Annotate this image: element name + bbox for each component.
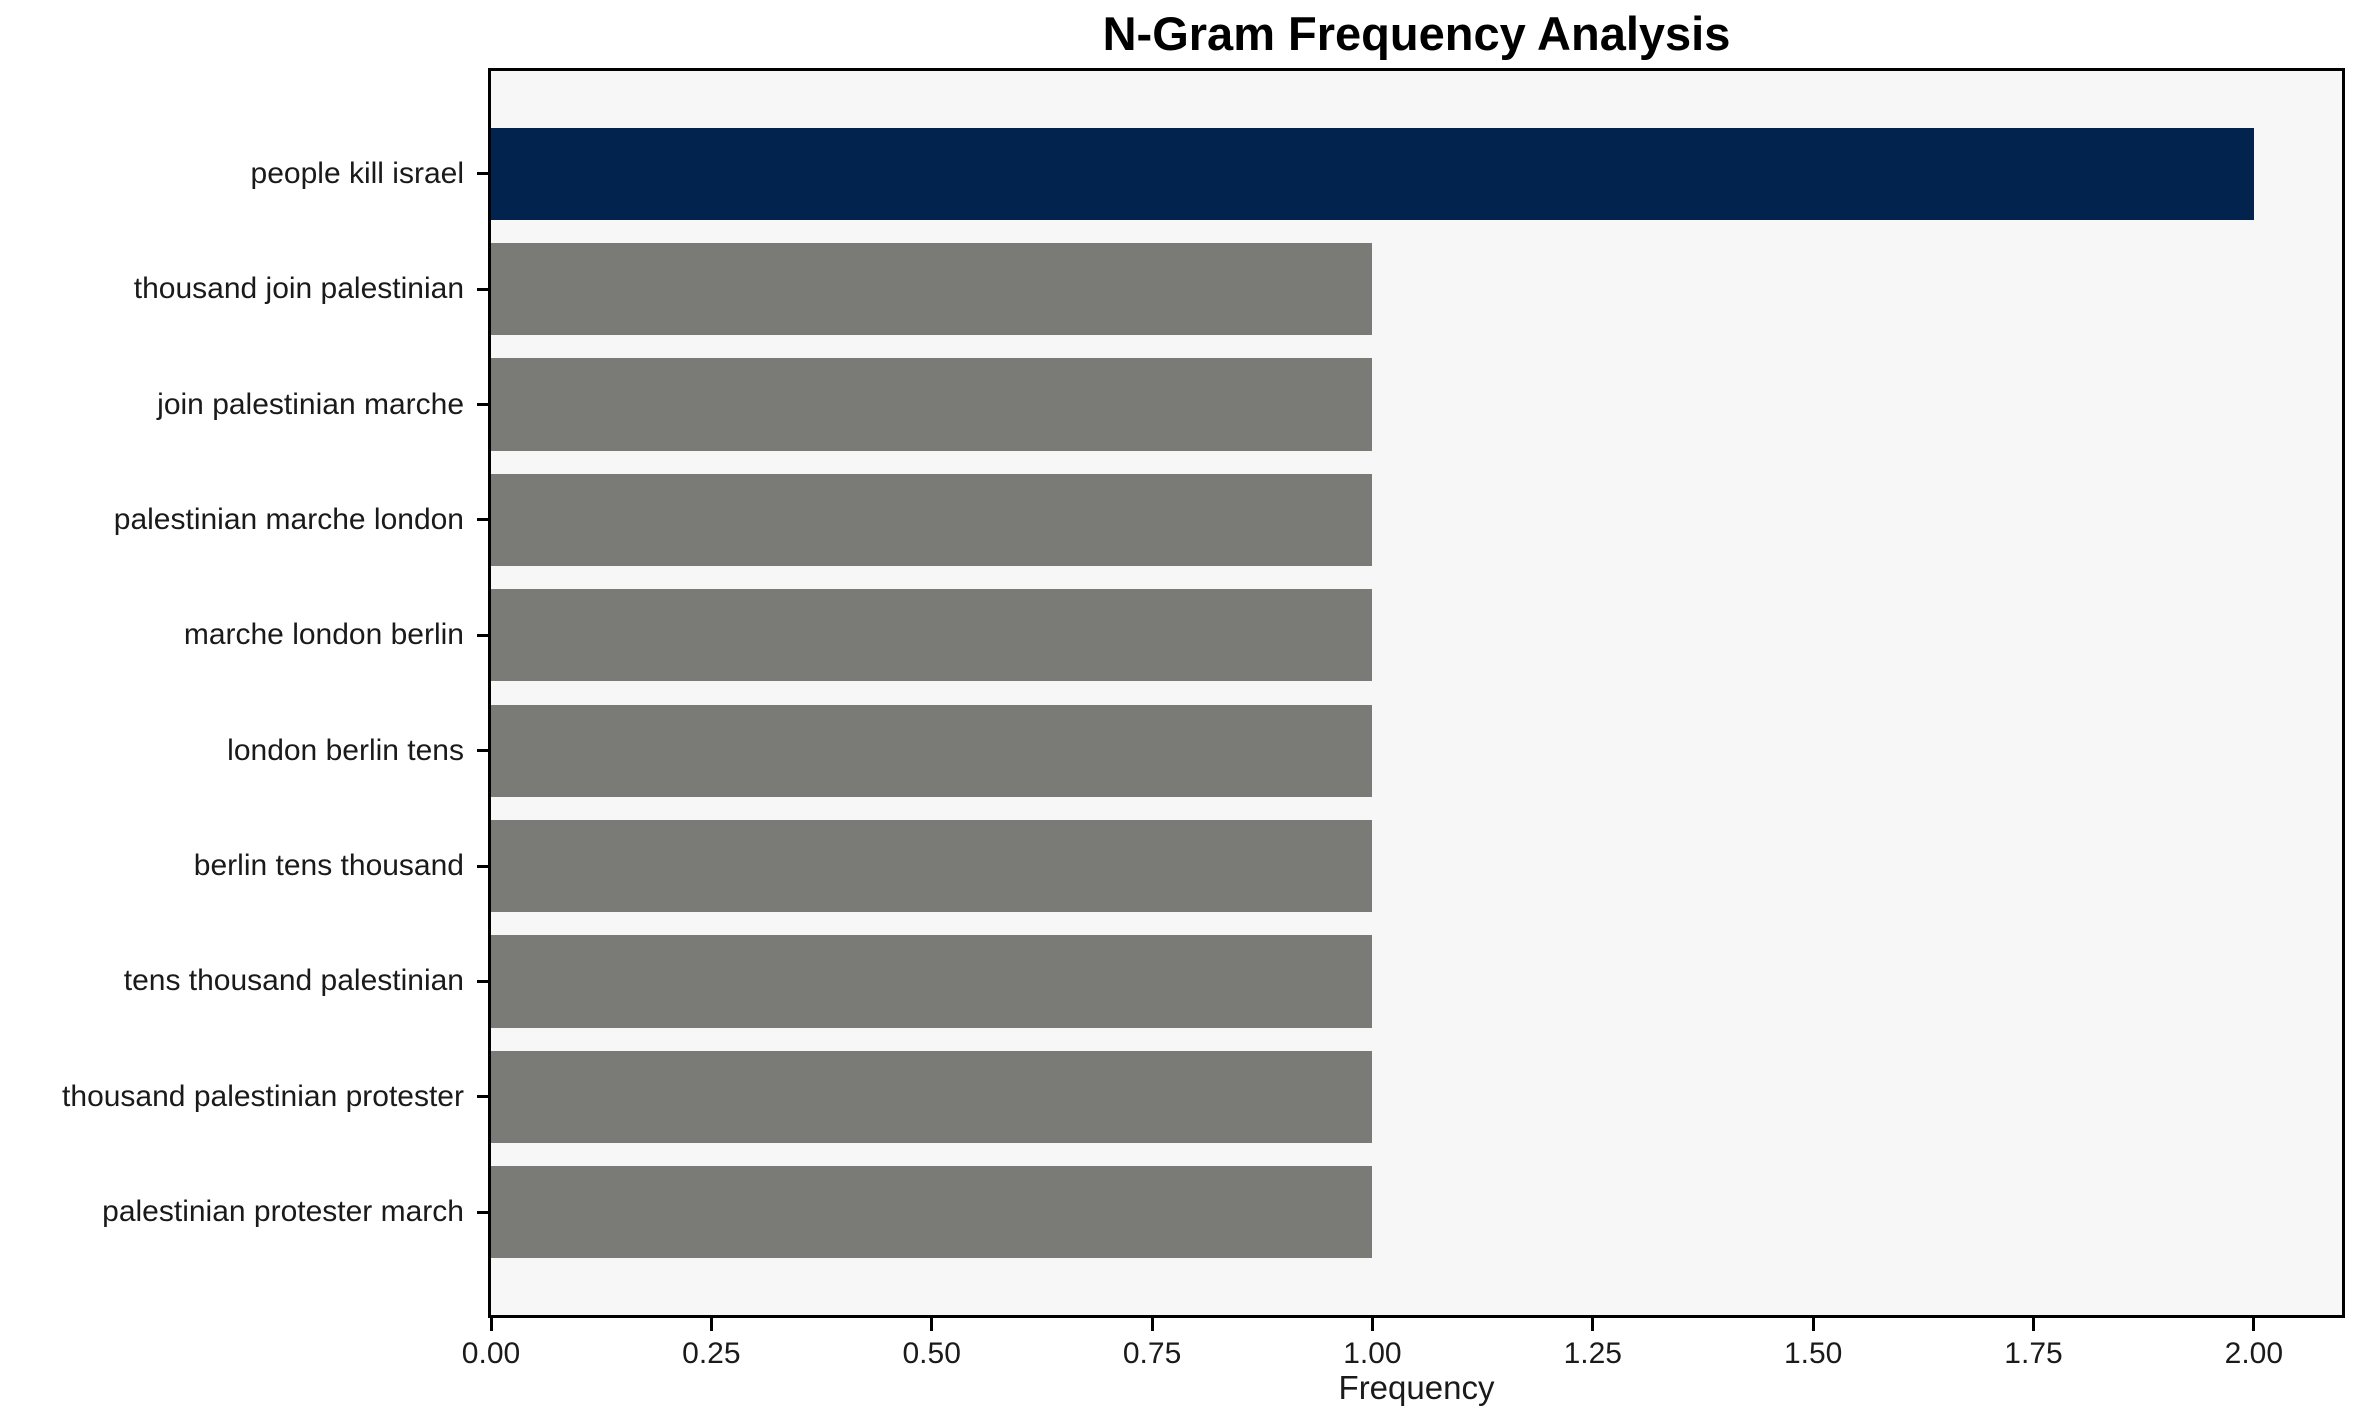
x-tick-mark (930, 1318, 934, 1331)
bar (491, 242, 1373, 336)
y-tick-mark (477, 403, 488, 406)
x-tick-label: 2.00 (2224, 1337, 2284, 1370)
y-tick-label: palestinian protester march (102, 1195, 464, 1229)
bar (491, 819, 1373, 913)
x-tick-mark (1370, 1318, 1374, 1331)
y-tick-label: berlin tens thousand (193, 849, 464, 883)
y-tick-label: london berlin tens (227, 733, 464, 767)
y-tick-mark (477, 979, 488, 983)
y-tick-mark (477, 633, 488, 637)
y-tick-label: people kill israel (250, 156, 464, 190)
chart-title: N-Gram Frequency Analysis (1102, 7, 1731, 60)
bar (491, 704, 1373, 797)
y-tick-label: thousand palestinian protester (62, 1079, 464, 1113)
x-tick-mark (1591, 1318, 1595, 1331)
x-tick-label: 0.50 (902, 1337, 961, 1370)
bar (491, 1166, 1373, 1259)
bar (491, 358, 1373, 451)
x-tick-label: 0.75 (1122, 1337, 1182, 1370)
y-tick-mark (477, 518, 488, 522)
x-tick-label: 1.75 (2004, 1337, 2063, 1370)
x-tick-mark (1811, 1318, 1815, 1331)
plot-area (488, 68, 2345, 1318)
y-tick-mark (477, 749, 488, 753)
x-tick-mark (709, 1318, 713, 1331)
y-tick-mark (477, 1210, 488, 1214)
x-tick-mark (1150, 1318, 1154, 1331)
y-tick-mark (477, 172, 488, 176)
x-tick-label: 1.00 (1343, 1337, 1402, 1370)
y-tick-label: thousand join palestinian (133, 272, 464, 306)
x-tick-label: 1.50 (1783, 1337, 1843, 1370)
y-tick-label: marche london berlin (183, 618, 464, 652)
bar (491, 473, 1373, 567)
bar (491, 1050, 1373, 1144)
y-tick-mark (477, 287, 488, 291)
y-tick-label: tens thousand palestinian (123, 964, 464, 998)
y-tick-mark (477, 864, 488, 868)
y-tick-label: palestinian marche london (113, 502, 464, 536)
x-tick-label: 1.25 (1563, 1337, 1622, 1370)
x-tick-label: 0.00 (461, 1337, 521, 1370)
x-tick-label: 0.25 (682, 1337, 741, 1370)
x-tick-mark (2032, 1318, 2035, 1331)
bar (491, 589, 1373, 682)
x-tick-mark (489, 1318, 493, 1331)
y-tick-label: join palestinian marche (157, 387, 464, 421)
bar (491, 935, 1373, 1028)
x-tick-mark (2252, 1318, 2256, 1331)
x-axis-title: Frequency (1338, 1369, 1495, 1406)
y-tick-mark (477, 1095, 488, 1099)
bar (491, 127, 2254, 220)
